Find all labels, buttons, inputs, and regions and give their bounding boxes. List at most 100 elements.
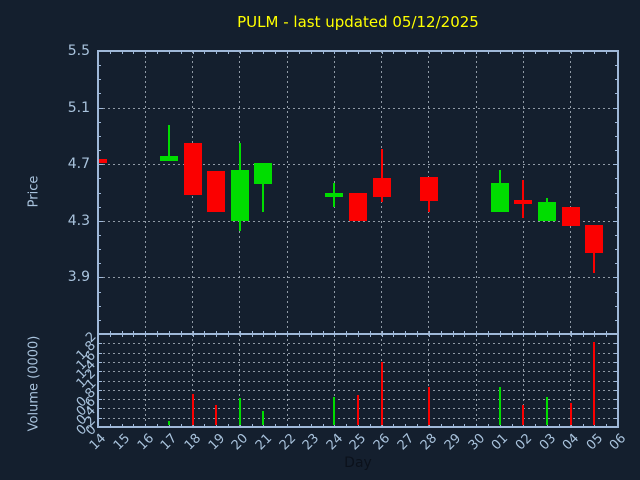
y-tick bbox=[614, 408, 618, 410]
y-tick bbox=[613, 107, 618, 109]
y-tick bbox=[615, 291, 618, 293]
x-tick bbox=[239, 51, 241, 54]
x-tick bbox=[251, 51, 253, 54]
x-tick bbox=[582, 424, 584, 427]
y-tick bbox=[614, 389, 618, 391]
x-tick bbox=[168, 334, 170, 337]
x-tick bbox=[440, 331, 442, 334]
x-tick bbox=[145, 331, 147, 334]
x-tick bbox=[192, 51, 194, 54]
y-tick bbox=[98, 164, 103, 166]
x-tick bbox=[346, 334, 348, 337]
candle-wick bbox=[380, 148, 383, 203]
x-tick bbox=[180, 331, 182, 334]
gridline-vertical bbox=[475, 51, 477, 334]
gridline-vertical bbox=[144, 51, 146, 334]
x-tick bbox=[310, 51, 312, 54]
y-tick bbox=[615, 65, 618, 67]
x-tick bbox=[428, 331, 430, 334]
x-tick bbox=[511, 424, 513, 427]
volume-bar bbox=[262, 410, 265, 425]
x-tick bbox=[558, 334, 560, 337]
x-tick bbox=[298, 424, 300, 427]
y-tick bbox=[98, 417, 102, 419]
x-tick bbox=[570, 424, 572, 427]
price-tick-label: 3.9 bbox=[67, 269, 90, 286]
y-tick bbox=[98, 79, 101, 81]
gridline-horizontal bbox=[98, 107, 618, 109]
gridline-horizontal bbox=[98, 380, 618, 382]
y-tick bbox=[615, 79, 618, 81]
x-tick bbox=[535, 334, 537, 337]
x-tick bbox=[133, 424, 135, 427]
x-tick bbox=[121, 331, 123, 334]
x-tick bbox=[440, 334, 442, 337]
x-tick bbox=[428, 51, 430, 54]
y-tick bbox=[615, 263, 618, 265]
gridline-horizontal bbox=[98, 220, 618, 222]
x-tick bbox=[594, 334, 596, 337]
x-tick bbox=[606, 424, 608, 427]
x-tick bbox=[582, 334, 584, 337]
y-tick bbox=[613, 164, 618, 166]
price-tick-label: 5.1 bbox=[67, 99, 90, 116]
y-tick bbox=[98, 107, 103, 109]
x-tick bbox=[606, 51, 608, 54]
x-tick bbox=[606, 334, 608, 337]
gridline-vertical bbox=[286, 51, 288, 334]
x-tick bbox=[310, 331, 312, 334]
x-tick bbox=[228, 424, 229, 427]
candle-body bbox=[230, 169, 249, 221]
candle-body bbox=[349, 192, 367, 221]
x-tick bbox=[476, 334, 478, 337]
chart-title: PULM - last updated 05/12/2025 bbox=[237, 13, 479, 31]
candle-body bbox=[419, 176, 438, 201]
y-tick bbox=[98, 150, 101, 152]
volume-bar bbox=[238, 397, 241, 425]
x-tick bbox=[157, 331, 159, 334]
x-tick bbox=[417, 51, 419, 54]
x-tick bbox=[180, 51, 182, 54]
x-tick bbox=[558, 51, 560, 54]
x-tick bbox=[476, 424, 478, 427]
x-tick bbox=[204, 51, 206, 54]
volume-bar bbox=[569, 402, 572, 425]
y-tick bbox=[98, 361, 102, 363]
volume-bar bbox=[546, 397, 549, 425]
x-tick bbox=[204, 331, 206, 334]
y-tick bbox=[98, 65, 101, 67]
x-tick bbox=[417, 331, 419, 334]
x-tick bbox=[464, 331, 466, 334]
y-tick bbox=[98, 206, 101, 208]
y-tick bbox=[98, 291, 101, 293]
candle-body bbox=[98, 158, 107, 163]
x-tick bbox=[275, 331, 277, 334]
x-tick bbox=[322, 51, 324, 54]
volume-bar bbox=[167, 420, 170, 425]
x-tick bbox=[594, 424, 596, 427]
x-tick bbox=[452, 334, 454, 337]
y-tick bbox=[98, 121, 101, 123]
x-tick bbox=[192, 334, 194, 337]
gridline-horizontal bbox=[98, 371, 618, 373]
x-tick bbox=[381, 331, 383, 334]
x-tick bbox=[157, 334, 159, 337]
x-tick bbox=[216, 331, 218, 334]
x-tick bbox=[547, 51, 549, 54]
x-tick bbox=[251, 331, 253, 334]
x-tick bbox=[239, 424, 241, 427]
x-tick-label: 06 bbox=[539, 431, 629, 453]
x-tick bbox=[547, 334, 549, 337]
x-tick bbox=[298, 334, 300, 337]
y-tick bbox=[98, 249, 101, 251]
x-tick bbox=[121, 424, 123, 427]
y-tick bbox=[614, 380, 618, 382]
gridline-horizontal bbox=[98, 361, 618, 363]
x-tick bbox=[535, 51, 537, 54]
x-tick bbox=[464, 334, 466, 337]
y-tick bbox=[614, 352, 618, 354]
y-tick bbox=[98, 352, 102, 354]
x-tick bbox=[535, 331, 537, 334]
x-tick bbox=[594, 51, 596, 54]
x-tick bbox=[488, 424, 489, 427]
